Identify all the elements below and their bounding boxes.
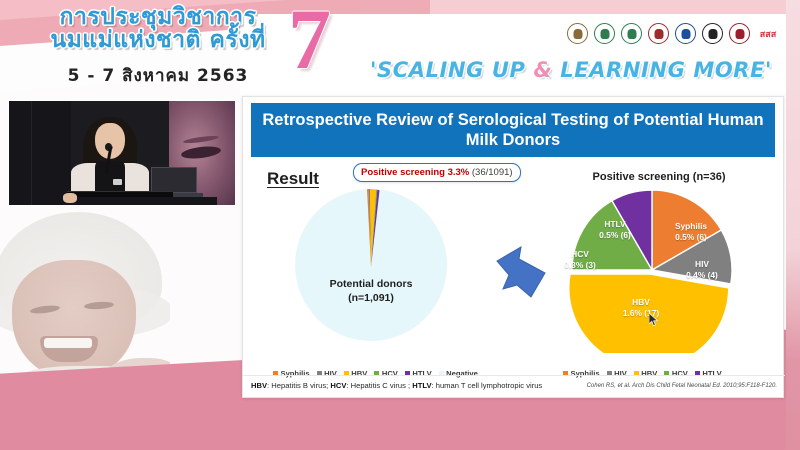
legend-right-label-hcv: HCV	[671, 369, 688, 378]
presenter-video-panel[interactable]	[8, 100, 236, 206]
citation-text: Cohen RS, et al. Arch Dis Child Fetal Ne…	[586, 382, 777, 389]
pie-label-hbv-value: 1.6% (17)	[622, 307, 660, 318]
slice-hcv	[571, 199, 654, 271]
logo-emblem-6	[701, 22, 724, 45]
abbrev-htlv-key: HTLV	[412, 381, 432, 390]
callout-emphasis-text: Positive screening 3.3%	[361, 167, 470, 178]
positive-screening-pie-title: Positive screening (n=36)	[592, 171, 726, 183]
pie-label-htlv-value: 0.5% (6)	[599, 229, 631, 240]
podium-front	[67, 197, 217, 205]
abbreviation-note: HBV: Hepatitis B virus; HCV: Hepatitis C…	[251, 381, 542, 390]
pie-label-hiv: HIV 0.4% (4)	[679, 259, 725, 280]
callout-detail-text: (36/1091)	[471, 167, 513, 178]
legend-right-label-hiv: HIV	[614, 369, 627, 378]
legend-left-item-syphilis: Syphilis	[273, 369, 310, 378]
pie-label-hcv: HCV 0.3% (3)	[557, 249, 603, 270]
legend-right-item-htlv: HTLV	[694, 369, 722, 378]
slide-footnote: HBV: Hepatitis B virus; HCV: Hepatitis C…	[243, 375, 785, 395]
legend-right-item-hbv: HBV	[633, 369, 658, 378]
abbrev-hbv-value: : Hepatitis B virus;	[267, 381, 331, 390]
slide-panel: Retrospective Review of Serological Test…	[242, 96, 785, 398]
legend-left-label-hbv: HBV	[351, 369, 368, 378]
pie-left-label-line1: Potential donors	[329, 278, 413, 290]
pie-left-positive-slivers	[367, 189, 380, 267]
slide-body: Result Positive screening 3.3% (36/1091)…	[243, 157, 785, 397]
logo-emblem-5	[674, 22, 697, 45]
legend-right-item-syphilis: Syphilis	[563, 369, 600, 378]
logo-emblem-7	[728, 22, 751, 45]
abbrev-hcv-key: HCV	[330, 381, 347, 390]
logo-emblem-1	[566, 22, 589, 45]
podium-laptop-screen	[151, 167, 197, 193]
slice-hiv	[649, 229, 733, 285]
slice-syphilis	[651, 189, 723, 272]
potential-donors-pie-chart: Potential donors (n=1,091)	[257, 189, 477, 351]
presenter-name-badge	[113, 179, 122, 185]
legend-left-item-htlv: HTLV	[404, 369, 432, 378]
legend-left-label-htlv: HTLV	[412, 369, 432, 378]
pie-left-center-label: Potential donors (n=1,091)	[257, 277, 485, 305]
video-wall-seam	[31, 101, 32, 205]
legend-left-item-negative: Negative	[438, 369, 478, 378]
slide-title: Retrospective Review of Serological Test…	[251, 103, 775, 157]
pie-label-hiv-value: 0.4% (4)	[686, 269, 718, 280]
background-right-edge	[786, 0, 800, 450]
legend-left-label-hiv: HIV	[324, 369, 337, 378]
abbrev-hbv-key: HBV	[251, 381, 268, 390]
legend-left-label-hcv: HCV	[381, 369, 398, 378]
legend-right-item-hiv: HIV	[606, 369, 627, 378]
conference-thai-title-line1: การประชุมวิชาการ	[59, 4, 257, 30]
sponsor-logo-row: สสส	[566, 22, 781, 45]
legend-left-item-hcv: HCV	[374, 369, 398, 378]
legend-right-label-hbv: HBV	[641, 369, 658, 378]
logo-emblem-3	[620, 22, 643, 45]
video-background-left-wall	[9, 101, 71, 205]
conference-date: 5 - 7 สิงหาคม 2563	[67, 66, 249, 86]
positive-screening-callout: Positive screening 3.3% (36/1091)	[353, 163, 521, 182]
pie-label-syphilis-name: Syphilis	[674, 221, 708, 231]
legend-left-item-hbv: HBV	[343, 369, 368, 378]
pie-label-htlv: HTLV 0.5% (6)	[589, 219, 641, 240]
logo-emblem-2	[593, 22, 616, 45]
legend-left-item-hiv: HIV	[316, 369, 337, 378]
blue-arrow-icon	[496, 246, 546, 298]
abbrev-htlv-value: : human T cell lymphotropic virus	[431, 381, 543, 390]
legend-right-item-hcv: HCV	[664, 369, 688, 378]
legend-right-label-syphilis: Syphilis	[570, 369, 600, 378]
tagline-part-2: LEARNING MORE'	[552, 58, 773, 82]
legend-left: Syphilis HIV HBV HCV HTLV Negative	[273, 369, 478, 378]
pie-label-hcv-name: HCV	[571, 249, 589, 259]
positive-screening-pie-chart: Syphilis 0.5% (6) HIV 0.4% (4) HBV 1.6% …	[561, 187, 757, 353]
conference-tagline: 'SCALING UP & LEARNING MORE'	[356, 58, 786, 82]
mouse-cursor-icon	[649, 313, 658, 326]
conference-thai-title-line2: นมแม่แห่งชาติ ครั้งที่	[50, 27, 266, 54]
pie-left-label-line2: (n=1,091)	[348, 292, 394, 305]
pie-label-syphilis-value: 0.5% (6)	[675, 231, 707, 242]
tagline-part-1: 'SCALING UP	[369, 58, 534, 82]
presenter-hand	[63, 193, 77, 203]
pie-right-slices	[569, 189, 733, 353]
logo-emblem-4	[647, 22, 670, 45]
pie-label-hiv-name: HIV	[695, 259, 709, 269]
legend-right-label-htlv: HTLV	[702, 369, 722, 378]
slice-htlv	[611, 189, 653, 273]
pie-label-hcv-value: 0.3% (3)	[564, 259, 596, 270]
legend-left-label-syphilis: Syphilis	[280, 369, 310, 378]
abbrev-hcv-value: : Hepatitis C virus ;	[346, 381, 413, 390]
pie-label-hbv: HBV 1.6% (17)	[611, 297, 671, 318]
logo-emblem-8: สสส	[759, 29, 777, 40]
pie-label-hbv-name: HBV	[632, 297, 650, 307]
tagline-ampersand: &	[533, 58, 553, 82]
pie-label-syphilis: Syphilis 0.5% (6)	[665, 221, 717, 242]
conference-thai-title: การประชุมวิชาการ นมแม่แห่งชาติ ครั้งที่	[18, 4, 298, 54]
podium-laptop-base	[145, 193, 203, 198]
result-heading: Result	[267, 169, 319, 188]
pie-label-htlv-name: HTLV	[604, 219, 626, 229]
legend-left-label-negative: Negative	[446, 369, 478, 378]
conference-edition-number: 7	[288, 0, 331, 87]
legend-right: Syphilis HIV HBV HCV HTLV	[563, 369, 722, 378]
